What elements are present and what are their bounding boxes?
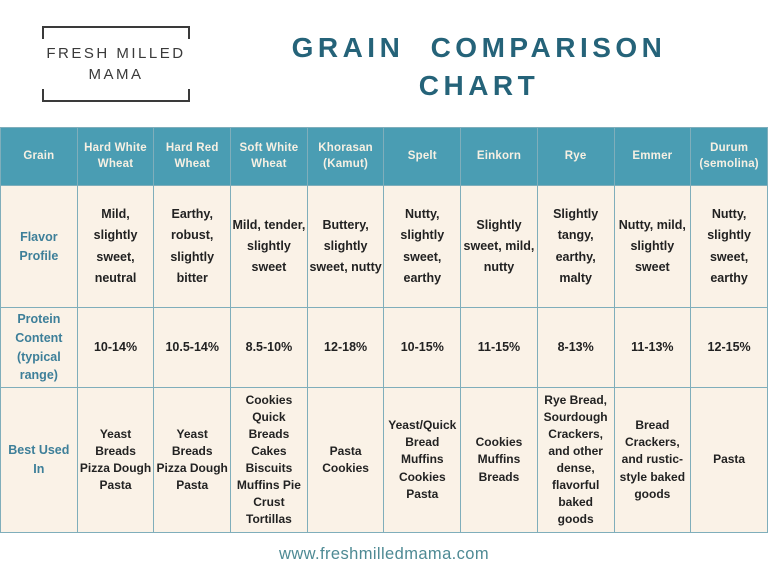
website-url: www.freshmilledmama.com: [279, 545, 489, 563]
grain-comparison-table: Grain Hard White Wheat Hard Red Wheat Soft …: [0, 127, 768, 533]
cell-flavor-profile-hard-white-wheat: Mild, slightly sweet, neutral: [76, 185, 155, 308]
cell-best-used-in-khorasan-kamut: Pasta Cookies: [306, 387, 385, 533]
title-line1: GRAIN COMPARISON: [291, 31, 667, 63]
cell-flavor-profile-einkorn: Slightly sweet, mild, nutty: [460, 185, 538, 308]
table-row-best-used-in: Best Used In Yeast Breads Pizza Dough Pas…: [0, 387, 768, 533]
corner-header-grain: Grain: [0, 127, 78, 186]
logo-bracket-top-icon: [42, 25, 190, 39]
page-title: GRAIN COMPARISON CHART: [190, 23, 768, 105]
page-footer: www.freshmilledmama.com: [0, 533, 768, 576]
column-header-einkorn: Einkorn: [460, 127, 538, 186]
cell-protein-content-typical-range-hard-red-wheat: 10.5-14%: [153, 307, 232, 388]
page-header: FRESH MILLED MAMA GRAIN COMPARISON CHART: [0, 0, 768, 127]
column-header-durum-semolina: Durum (semolina): [690, 127, 768, 186]
table-row-protein-content-typical-range: Protein Content (typical range) 10-14% 10.…: [0, 307, 768, 388]
cell-protein-content-typical-range-rye: 8-13%: [536, 307, 615, 388]
cell-flavor-profile-hard-red-wheat: Earthy, robust, slightly bitter: [153, 185, 232, 308]
cell-flavor-profile-emmer: Nutty, mild, slightly sweet: [613, 185, 692, 308]
cell-protein-content-typical-range-einkorn: 11-15%: [460, 307, 538, 388]
cell-flavor-profile-spelt: Nutty, slightly sweet, earthy: [383, 185, 462, 308]
cell-best-used-in-soft-white-wheat: Cookies Quick Breads Cakes Biscuits Muff…: [230, 387, 308, 533]
logo-line2: MAMA: [88, 65, 144, 83]
cell-best-used-in-rye: Rye Bread, Sourdough Crackers, and other…: [536, 387, 615, 533]
cell-protein-content-typical-range-emmer: 11-13%: [613, 307, 692, 388]
cell-best-used-in-durum-semolina: Pasta: [690, 387, 768, 533]
cell-best-used-in-spelt: Yeast/Quick Bread Muffins Cookies Pasta: [383, 387, 462, 533]
column-header-spelt: Spelt: [383, 127, 462, 186]
column-header-rye: Rye: [536, 127, 615, 186]
cell-best-used-in-hard-white-wheat: Yeast Breads Pizza Dough Pasta: [76, 387, 155, 533]
cell-flavor-profile-rye: Slightly tangy, earthy, malty: [536, 185, 615, 308]
table-header-row: Grain Hard White Wheat Hard Red Wheat Soft …: [0, 127, 768, 186]
row-label-best-used-in: Best Used In: [0, 387, 78, 533]
logo-line1: FRESH MILLED: [46, 44, 186, 62]
cell-flavor-profile-durum-semolina: Nutty, slightly sweet, earthy: [690, 185, 768, 308]
row-label-flavor-profile: Flavor Profile: [0, 185, 78, 308]
cell-best-used-in-einkorn: Cookies Muffins Breads: [460, 387, 538, 533]
title-line2: CHART: [418, 69, 540, 101]
row-label-protein-content-typical-range: Protein Content (typical range): [0, 307, 78, 388]
table-row-flavor-profile: Flavor Profile Mild, slightly sweet, neut…: [0, 185, 768, 308]
logo-bracket-bottom-icon: [42, 88, 190, 102]
logo-text: FRESH MILLED MAMA: [42, 26, 190, 102]
column-header-soft-white-wheat: Soft White Wheat: [230, 127, 308, 186]
column-header-hard-white-wheat: Hard White Wheat: [76, 127, 155, 186]
cell-flavor-profile-soft-white-wheat: Mild, tender, slightly sweet: [230, 185, 308, 308]
cell-protein-content-typical-range-durum-semolina: 12-15%: [690, 307, 768, 388]
cell-protein-content-typical-range-soft-white-wheat: 8.5-10%: [230, 307, 308, 388]
column-header-khorasan-kamut: Khorasan (Kamut): [306, 127, 385, 186]
cell-flavor-profile-khorasan-kamut: Buttery, slightly sweet, nutty: [306, 185, 385, 308]
cell-protein-content-typical-range-hard-white-wheat: 10-14%: [76, 307, 155, 388]
column-header-hard-red-wheat: Hard Red Wheat: [153, 127, 232, 186]
cell-protein-content-typical-range-spelt: 10-15%: [383, 307, 462, 388]
column-header-emmer: Emmer: [613, 127, 692, 186]
cell-best-used-in-emmer: Bread Crackers, and rustic-style baked g…: [613, 387, 692, 533]
cell-best-used-in-hard-red-wheat: Yeast Breads Pizza Dough Pasta: [153, 387, 232, 533]
cell-protein-content-typical-range-khorasan-kamut: 12-18%: [306, 307, 385, 388]
brand-logo: FRESH MILLED MAMA: [42, 25, 190, 102]
